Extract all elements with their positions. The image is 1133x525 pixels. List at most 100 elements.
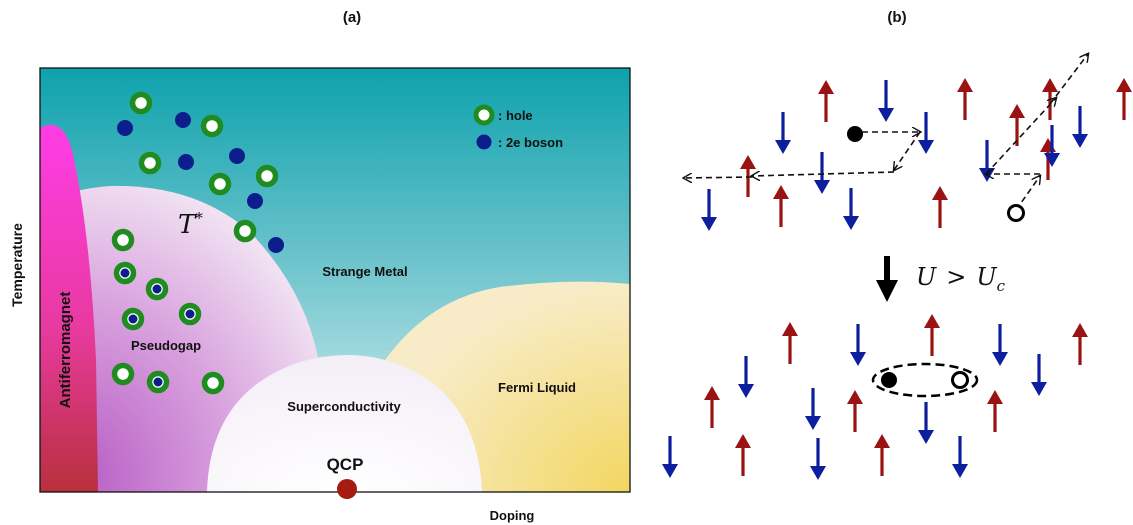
boson-icon [476,134,492,150]
hole-particle [233,219,257,243]
boson-particle [268,237,284,253]
spin-up-arrow [1009,104,1025,146]
boson-particle [175,112,191,128]
bound-pair-ring [871,362,979,398]
spin-up-arrow [782,322,798,364]
phase-diagram [39,67,631,493]
spin-down-arrow [662,436,678,478]
spin-down-arrow [918,112,934,154]
fermi-liquid-label: Fermi Liquid [498,380,576,395]
legend-label-hole: : hole [498,108,533,123]
legend-label-boson: : 2e boson [498,135,563,150]
spin-up-arrow [957,78,973,120]
electron-dot [847,126,863,142]
spin-down-arrow [1072,106,1088,148]
hole-icon [473,104,495,126]
strange-metal-label: Strange Metal [322,264,407,279]
hole-particle [111,362,135,386]
boson-particle [153,377,163,387]
spin-down-arrow [814,152,830,194]
boson-particle [152,284,162,294]
pseudogap-label: Pseudogap [131,338,201,353]
boson-particle [120,268,130,278]
t-star-superscript: * [195,209,203,227]
hop-arrow [684,177,753,178]
uc-subscript: c [997,277,1006,295]
u-symbol: U [916,263,937,291]
spin-down-arrow [1044,125,1060,167]
spin-down-arrow [918,402,934,444]
hole-particle [255,164,279,188]
hop-arrow [894,131,921,170]
hopping-paths [684,54,1088,211]
boson-particle [185,309,195,319]
boson-particle [117,120,133,136]
plot-frame [39,67,631,493]
spin-up-arrow [740,155,756,197]
hole-particle [111,228,135,252]
panel-b-title: (b) [887,9,906,26]
spin-down-arrow [843,188,859,230]
electron-dot [881,372,897,388]
hop-arrow [985,98,1056,175]
transition-condition: U > Uc [916,263,1006,295]
spin-down-arrow [952,436,968,478]
hop-arrow [1015,176,1040,211]
spin-up-arrow [773,185,789,227]
boson-particle [128,314,138,324]
transition-arrow-head [876,280,898,302]
spin-up-arrow [735,434,751,476]
spin-up-arrow [847,390,863,432]
spin-up-arrow [1072,323,1088,365]
hole-particle [138,151,162,175]
panel-a: (a) Temperature Doping Antiferromagnet P… [9,9,631,523]
panel-a-title: (a) [343,9,361,26]
spin-up-arrow [874,434,890,476]
hole-dot [951,371,969,389]
spin-up-arrow [987,390,1003,432]
boson-particle [247,193,263,209]
boson-particle [229,148,245,164]
spin-up-arrow [704,386,720,428]
t-star-symbol: T [178,210,197,240]
hop-arrow [1049,54,1088,105]
spin-down-arrow [738,356,754,398]
spin-down-arrow [979,140,995,182]
transition-arrow [876,256,898,302]
antiferromagnet-label: Antiferromagnet [57,292,74,409]
superconductivity-label: Superconductivity [287,399,401,414]
spin-up-arrow [932,186,948,228]
superconductivity-region [207,355,482,492]
hole-particle [208,172,232,196]
qcp-marker [337,479,357,499]
hole-particle [129,91,153,115]
hole-particle [201,371,225,395]
x-axis-label: Doping [490,508,535,523]
greater-than: > [946,263,966,291]
qcp-label: QCP [327,455,364,474]
spin-down-arrow [805,388,821,430]
y-axis-label: Temperature [9,223,25,307]
t-star-label: T* [178,209,203,240]
spin-down-arrow [878,80,894,122]
spin-down-arrow [1031,354,1047,396]
hole-dot [1007,204,1025,222]
spin-down-arrow [775,112,791,154]
legend-item-hole: : hole [473,104,533,126]
particles [111,91,284,395]
hole-particle [200,114,224,138]
antiferromagnet-region [40,124,98,492]
legend-item-boson: : 2e boson [476,134,563,150]
spin-down-arrow [850,324,866,366]
hop-arrow [752,172,895,176]
spin-up-arrow [1116,78,1132,120]
spin-up-arrow [818,80,834,122]
spin-down-arrow [810,438,826,480]
panel-b: (b) U > Uc [662,9,1132,480]
spin-down-arrow [992,324,1008,366]
legend: : hole : 2e boson [473,104,563,150]
spin-down-arrow [701,189,717,231]
spin-lattice [662,78,1132,480]
boson-particle [178,154,194,170]
